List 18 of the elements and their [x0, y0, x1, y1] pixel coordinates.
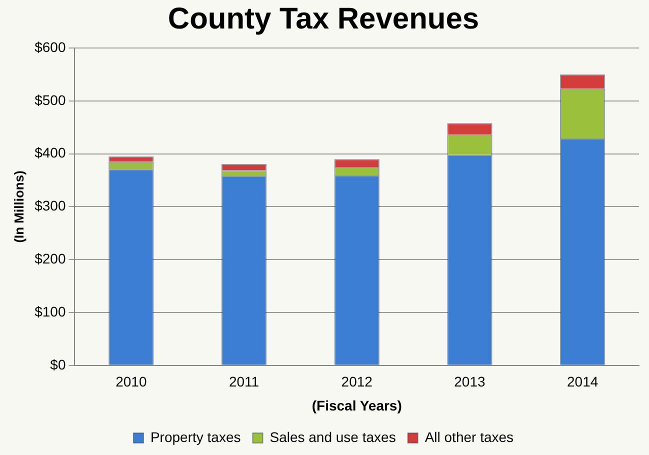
x-tick-label: 2014: [566, 374, 598, 390]
legend-label: Sales and use taxes: [270, 428, 396, 445]
y-tick-label: $100: [34, 303, 66, 320]
y-axis-title: (In Millions): [11, 170, 26, 243]
legend-label: All other taxes: [424, 428, 514, 445]
y-tick-label: $600: [34, 38, 66, 55]
y-tick-label: $0: [50, 356, 66, 372]
chart-title: County Tax Revenues: [168, 2, 480, 36]
x-tick-label: 2011: [228, 374, 260, 390]
y-tick-label: $300: [34, 198, 66, 214]
y-tick-label: $500: [34, 92, 66, 108]
x-tick-label: 2010: [116, 374, 147, 390]
x-axis-title: (Fiscal Years): [312, 397, 402, 414]
y-tick-label: $400: [34, 144, 66, 161]
x-tick-label: 2013: [454, 374, 486, 390]
y-tick-label: $200: [34, 250, 66, 266]
x-tick-label: 2012: [341, 374, 373, 390]
legend-label: Property taxes: [150, 428, 241, 445]
